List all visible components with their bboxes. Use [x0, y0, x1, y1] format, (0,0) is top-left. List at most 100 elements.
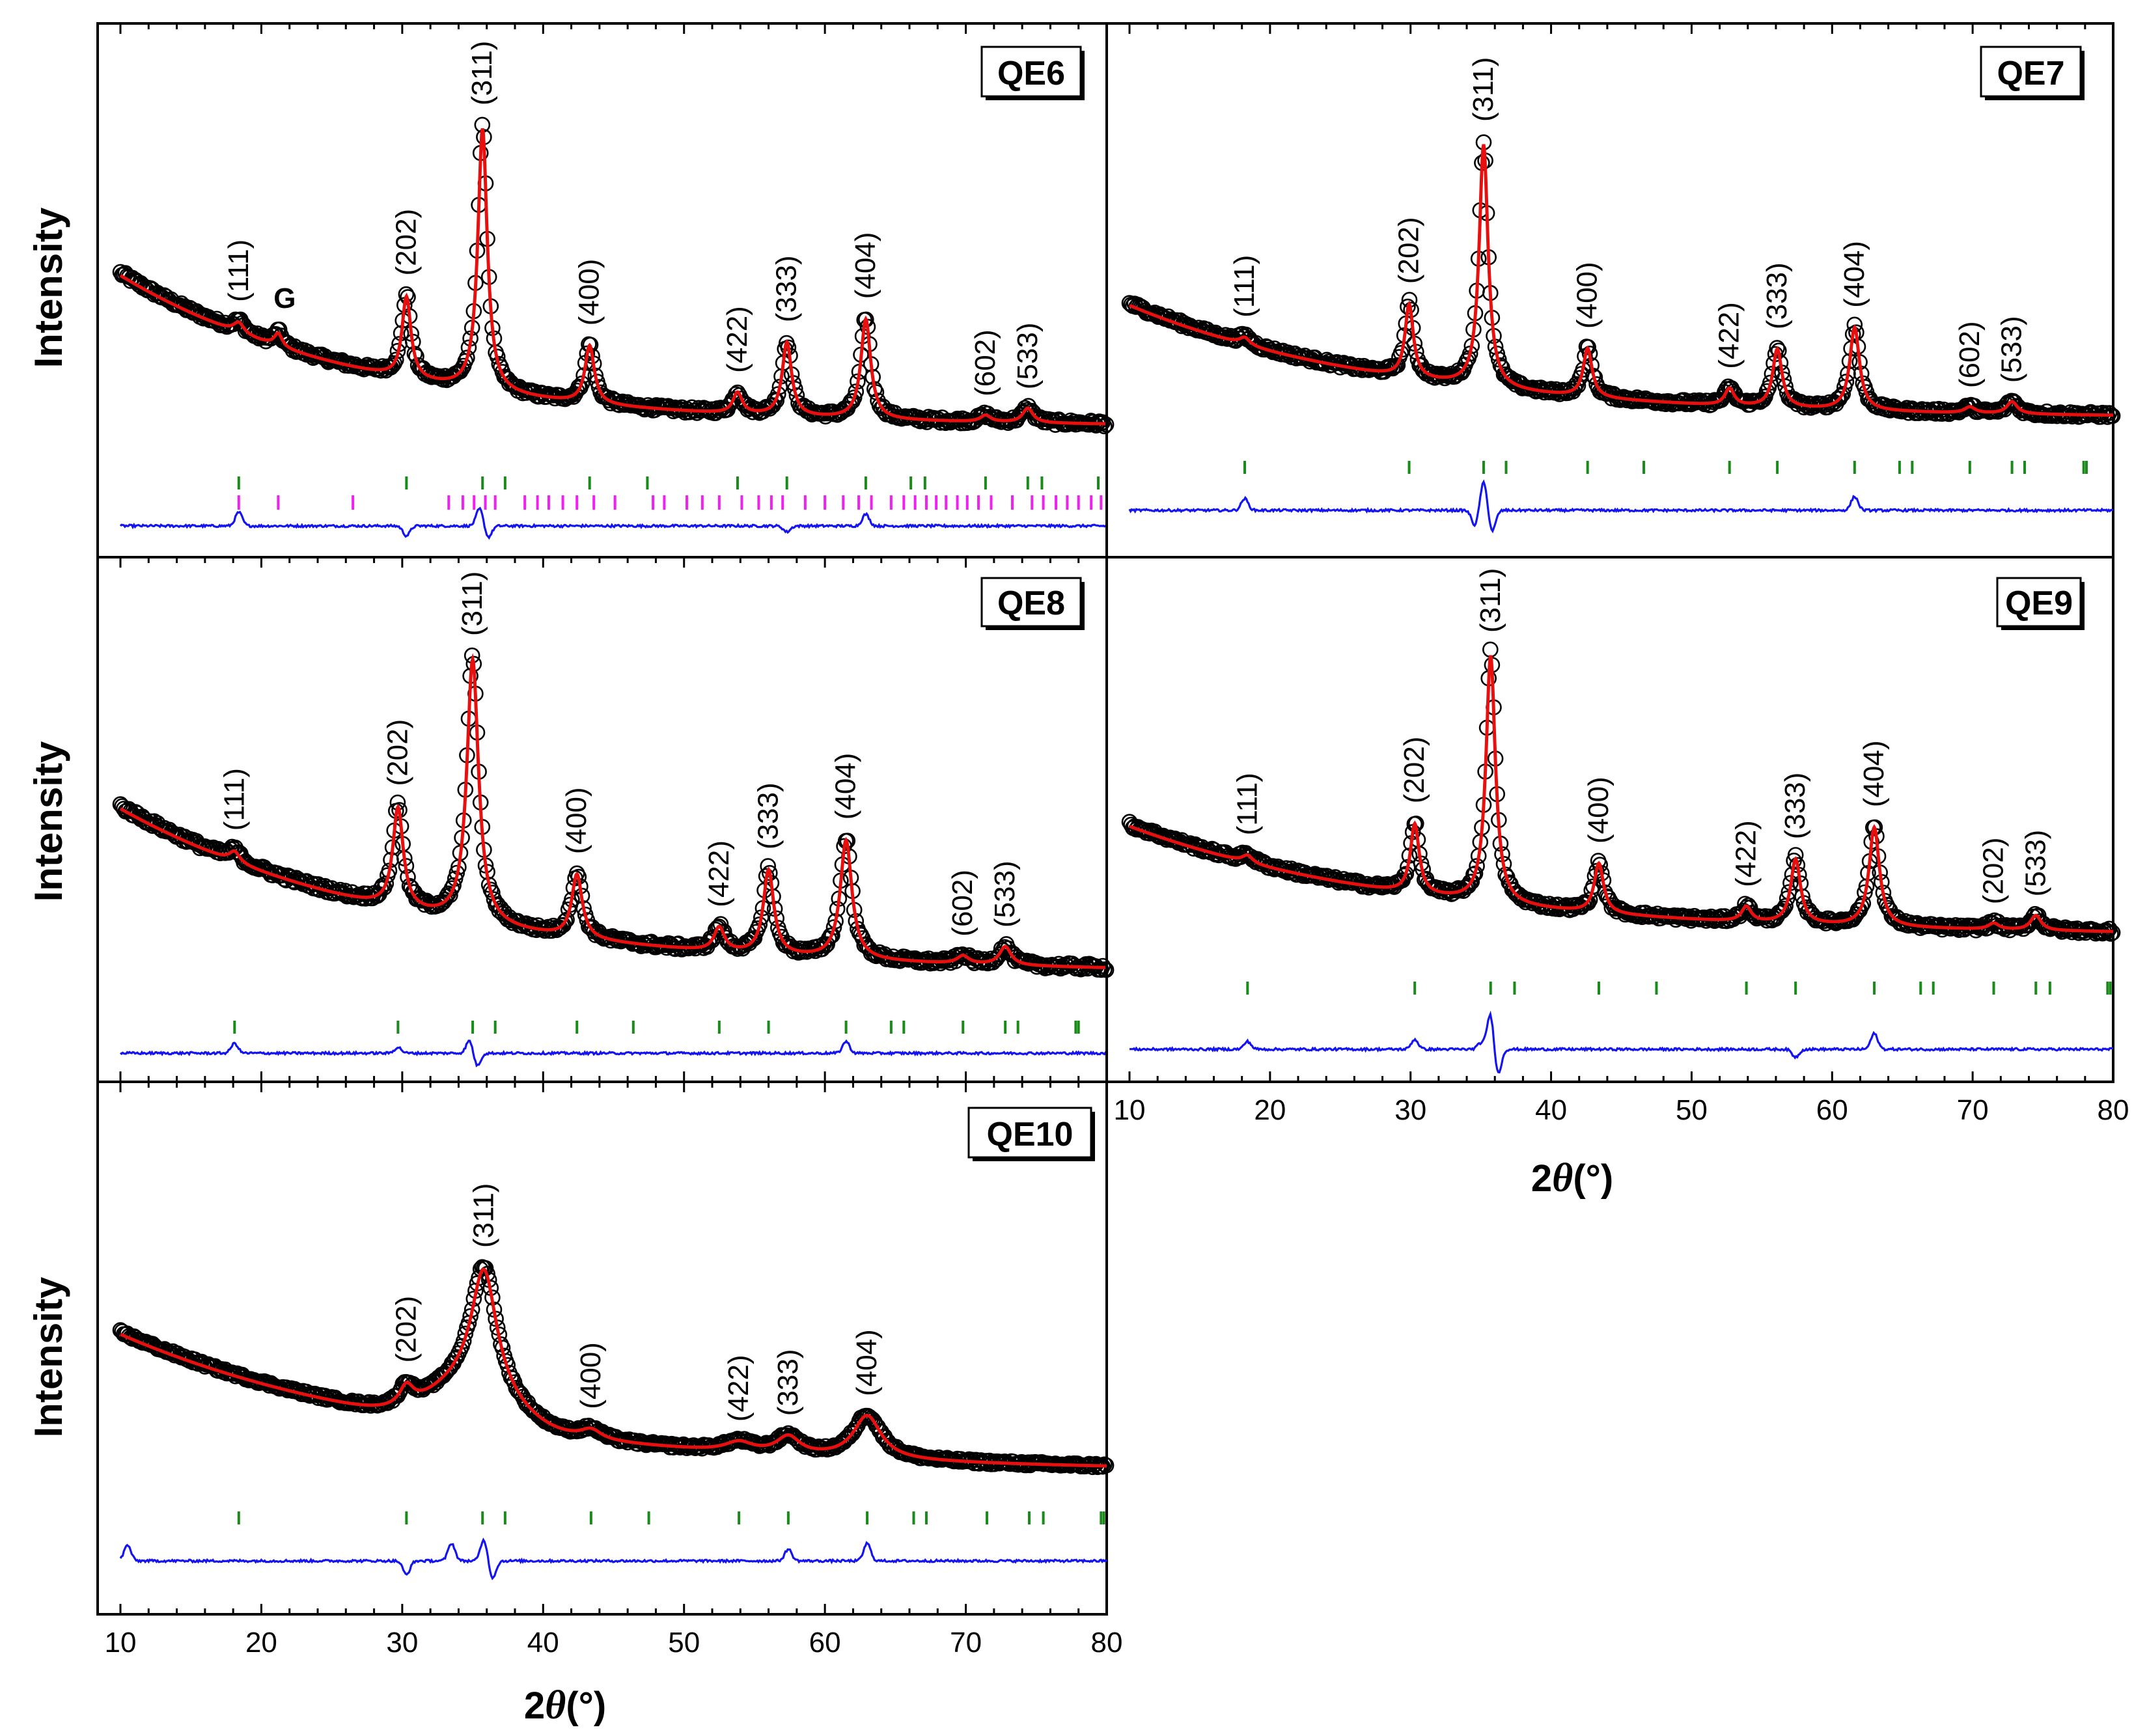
x-tick-label: 10 — [105, 1627, 137, 1659]
peak-label: (533) — [1012, 322, 1044, 389]
peak-label: (602) — [1954, 321, 1986, 388]
observed-point — [712, 916, 729, 932]
observed-point — [482, 881, 499, 898]
observed-point — [1083, 413, 1100, 429]
peak-label: (311) — [1467, 57, 1499, 122]
observed-point — [557, 913, 574, 930]
peak-label: (400) — [1583, 777, 1614, 844]
peak-label: (333) — [1761, 262, 1793, 329]
observed-point — [1396, 867, 1413, 884]
x-axis-title-symbol: θ — [1552, 1156, 1573, 1200]
panel-label-box — [1980, 46, 2082, 98]
observed-point — [1833, 387, 1850, 404]
difference-line — [119, 1537, 1108, 1580]
observed-point — [1463, 874, 1480, 890]
x-axis-title-unit: (°) — [566, 1685, 606, 1727]
observed-point — [1740, 897, 1756, 914]
observed-point — [1580, 894, 1596, 911]
observed-point — [2103, 926, 2119, 942]
observed-point — [443, 880, 460, 896]
panel-qe10: 10 20 30 40 50 60 70 80 (202) (311) (400) (422) (333… — [96, 1081, 1123, 1659]
observed-point — [1482, 641, 1499, 658]
x-tick-label: 20 — [245, 1627, 277, 1659]
peak-label: (333) — [772, 1349, 804, 1416]
peak-label: (311) — [1475, 568, 1506, 633]
peak-label: (422) — [1730, 820, 1762, 887]
observed-point — [559, 911, 575, 928]
x-tick-label: 70 — [950, 1627, 982, 1659]
observed-point — [1017, 400, 1033, 417]
peak-label: (202) — [390, 1296, 422, 1363]
x-tick-label: 30 — [1394, 1094, 1426, 1126]
bragg-markers — [1246, 982, 2112, 995]
peak-label: (333) — [1779, 773, 1811, 840]
difference-line — [119, 1039, 1107, 1068]
x-axis-title-unit: (°) — [1573, 1157, 1613, 1200]
observed-point — [2101, 405, 2118, 421]
x-tick-label: 40 — [1535, 1094, 1567, 1126]
observed-point — [442, 887, 458, 903]
peak-label: (333) — [771, 255, 803, 322]
observed-point — [1096, 418, 1113, 435]
svg-text:2θ(°): 2θ(°) — [1531, 1156, 1613, 1200]
peak-label: (111) — [1231, 773, 1263, 835]
peak-label: (533) — [2019, 830, 2051, 897]
x-tick-label: 50 — [668, 1627, 700, 1659]
observed-point — [1458, 353, 1475, 369]
peak-label: G — [273, 282, 296, 314]
peak-label: (202) — [390, 209, 422, 276]
panel-label-box — [967, 1107, 1092, 1159]
y-axis-title-row2: Intensity — [27, 741, 70, 902]
panel-label: QE9 — [2005, 585, 2073, 622]
peak-label: (202) — [1393, 217, 1425, 284]
svg-text:2θ(°): 2θ(°) — [524, 1683, 606, 1728]
observed-point — [1389, 357, 1406, 374]
peak-label: (422) — [723, 1355, 755, 1422]
peak-label: (404) — [850, 232, 881, 299]
peak-label: (602) — [947, 870, 978, 937]
panel-label: QE6 — [997, 55, 1065, 92]
peak-label: (422) — [721, 306, 753, 373]
peak-label: (400) — [1572, 262, 1603, 329]
difference-line — [1128, 479, 2114, 534]
bragg-markers — [1243, 461, 2088, 474]
x-axis-title-prefix: 2 — [1531, 1157, 1552, 1200]
peak-label: (404) — [830, 753, 862, 820]
peak-label: (422) — [1713, 302, 1745, 369]
peak-label: (202) — [1978, 837, 2010, 904]
panel-qe8: (111) (202) (311) (400) (422) (333) (404) (602)… — [96, 556, 1115, 1083]
x-axis-title-prefix: 2 — [524, 1685, 545, 1727]
x-tick-label: 80 — [2098, 1094, 2129, 1126]
panel-qe9: 10 20 30 40 50 60 70 80 (111) (202) (311) (400) (422… — [1105, 556, 2129, 1126]
peak-label: (404) — [851, 1329, 883, 1396]
peak-label: (422) — [703, 840, 735, 907]
observed-point — [459, 350, 475, 366]
observed-point — [511, 1384, 528, 1401]
x-tick-label: 80 — [1091, 1627, 1123, 1659]
observed-point — [374, 877, 391, 894]
difference-line — [119, 506, 1107, 540]
panel-qe6: (111) G (202) (311) (400) (422) (333) (404) (602… — [96, 22, 1115, 558]
panel-label-box — [980, 46, 1082, 98]
panel-label-box — [980, 577, 1082, 627]
x-tick-label: 50 — [1676, 1094, 1708, 1126]
panel-label: QE8 — [997, 585, 1065, 622]
calculated-line — [119, 128, 1107, 426]
x-tick-label: 30 — [386, 1627, 418, 1659]
observed-point — [1570, 377, 1587, 394]
difference-line — [1129, 1010, 2114, 1074]
observed-points — [112, 117, 1115, 435]
plot-area-frame — [96, 1081, 1108, 1616]
panel-label: QE7 — [1997, 55, 2064, 92]
calculated-line — [1128, 144, 2113, 417]
peak-label: (602) — [969, 329, 1001, 396]
plot-area-frame — [1105, 556, 2114, 1083]
peak-label: (333) — [753, 782, 784, 849]
x-tick-label: 20 — [1254, 1094, 1286, 1126]
panel-qe7: (111) (202) (311) (400) (422) (333) (404) (602)… — [1105, 22, 2121, 558]
x-axis-title-left: 2θ(°) — [524, 1683, 606, 1728]
peak-label: (202) — [1398, 736, 1430, 803]
y-axis-title-row1: Intensity — [27, 207, 70, 368]
x-tick-label: 60 — [809, 1627, 841, 1659]
